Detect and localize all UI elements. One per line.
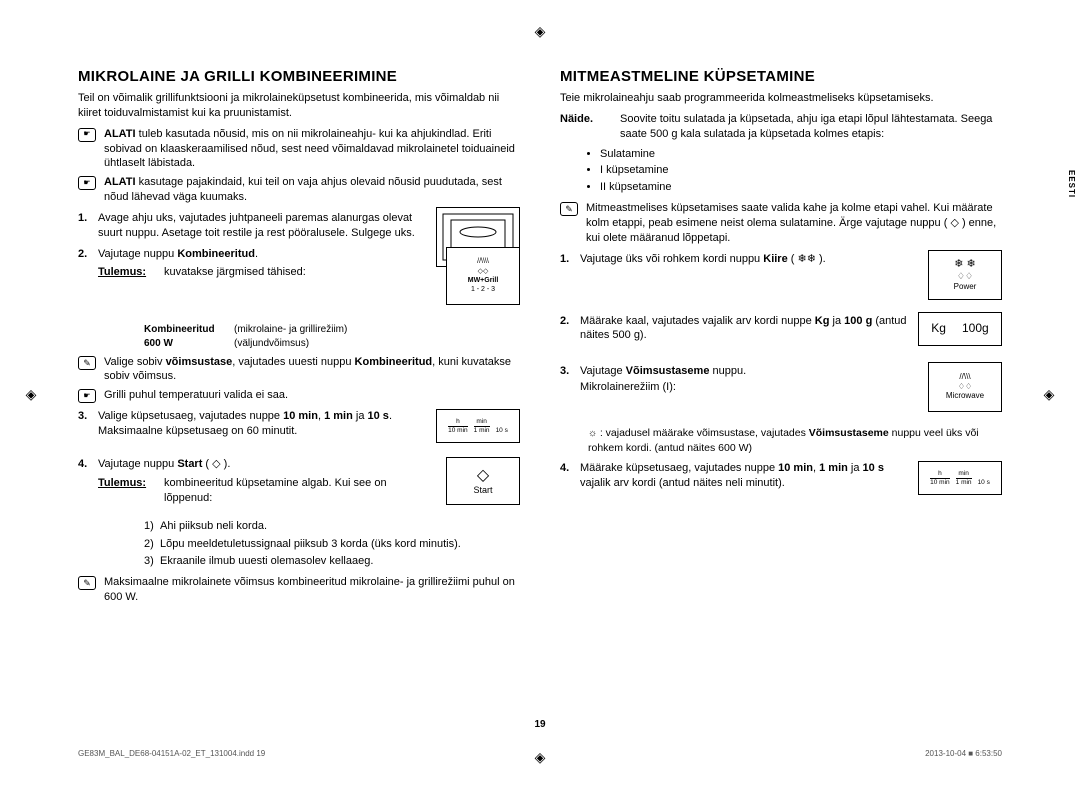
step-3-text: Valige küpsetusaeg, vajutades nuppe 10 m…: [98, 409, 428, 439]
step-1: 1. Avage ahju uks, vajutades juhtpaneeli…: [78, 211, 520, 241]
crop-mark-right: ◈: [1042, 387, 1056, 401]
figure-mwgrill: //\\\\ ◇◇ MW+Grill 1 - 2 - 3: [446, 247, 520, 305]
step-num: 4.: [560, 461, 574, 476]
step-4-body: Vajutage nuppu Start ( ◇ ). Tulemus: kom…: [98, 457, 428, 506]
step-num: 2.: [560, 314, 574, 329]
memo-icon: [78, 576, 96, 590]
sub-2: 2)Lõpu meeldetuletussignaal piiksub 3 ko…: [144, 537, 520, 552]
example-row: Näide. Soovite toitu sulatada ja küpseta…: [560, 112, 1002, 142]
note-2-text: ALATI kasutage pajakindaid, kui teil on …: [104, 175, 520, 205]
note-multistage: Mitmeastmelises küpsetamises saate valid…: [560, 201, 1002, 246]
figure-microwave: //\\\ ♢♢ Microwave: [928, 362, 1002, 412]
right-intro: Teie mikrolaineahju saab programmeerida …: [560, 91, 1002, 106]
result-text: kuvatakse järgmised tähised:: [164, 265, 306, 280]
example-text: Soovite toitu sulatada ja küpsetada, ahj…: [620, 112, 1002, 142]
result4-text: kombineeritud küpsetamine algab. Kui see…: [164, 476, 428, 506]
right-heading: MITMEASTMELINE KÜPSETAMINE: [560, 68, 1002, 85]
figure-time-2: h10 min min1 min 10 s: [918, 461, 1002, 495]
r-step-3: 3. Vajutage Võimsustaseme nuppu. Mikrola…: [560, 364, 1002, 420]
note-power-level: Valige sobiv võimsustase, vajutades uues…: [78, 355, 520, 385]
r-step-2-text: Määrake kaal, vajutades vajalik arv kord…: [580, 314, 910, 344]
note-1-text: ALATI tuleb kasutada nõusid, mis on nii …: [104, 127, 520, 172]
page-content: MIKROLAINE JA GRILLI KOMBINEERIMINE Teil…: [78, 68, 1002, 718]
footer-left: GE83M_BAL_DE68-04151A-02_ET_131004.indd …: [78, 749, 265, 758]
left-intro: Teil on võimalik grillifunktsiooni ja mi…: [78, 91, 520, 121]
footer-right: 2013-10-04 ■ 6:53:50: [925, 749, 1002, 758]
hand-icon: [78, 389, 96, 403]
r-step-1-text: Vajutage üks või rohkem kordi nuppu Kiir…: [580, 252, 910, 267]
crop-mark-top: ◈: [533, 24, 547, 38]
step-1-text: Avage ahju uks, vajutades juhtpaneeli pa…: [98, 211, 428, 241]
memo-icon: [78, 356, 96, 370]
step-num: 3.: [78, 409, 92, 424]
step-3: 3. Valige küpsetusaeg, vajutades nuppe 1…: [78, 409, 520, 451]
page-number: 19: [534, 719, 545, 730]
note-always-2: ALATI kasutage pajakindaid, kui teil on …: [78, 175, 520, 205]
step-2-body: Vajutage nuppu Kombineeritud. Tulemus: k…: [98, 247, 428, 281]
note-multi-text: Mitmeastmelises küpsetamises saate valid…: [586, 201, 1002, 246]
note-5-text: Maksimaalne mikrolainete võimsus kombine…: [104, 575, 520, 605]
side-language-tab: EESTI: [1067, 170, 1076, 198]
bullet-1: Sulatamine: [600, 146, 1002, 163]
left-heading: MIKROLAINE JA GRILLI KOMBINEERIMINE: [78, 68, 520, 85]
r-step-1: 1. Vajutage üks või rohkem kordi nuppu K…: [560, 252, 1002, 308]
memo-icon: [560, 202, 578, 216]
sub-1: 1)Ahi piiksub neli korda.: [144, 519, 520, 534]
sub-3: 3)Ekraanile ilmub uuesti olemasolev kell…: [144, 554, 520, 569]
result-label: Tulemus:: [98, 476, 156, 506]
step-2: 2. Vajutage nuppu Kombineeritud. Tulemus…: [78, 247, 520, 317]
result-label: Tulemus:: [98, 265, 156, 280]
right-column: MITMEASTMELINE KÜPSETAMINE Teie mikrolai…: [560, 68, 1002, 718]
r-step-4: 4. Määrake küpsetusaeg, vajutades nuppe …: [560, 461, 1002, 505]
figure-power: ❄ ❄ ♢♢ Power: [928, 250, 1002, 300]
figure-kg: Kg100g: [918, 312, 1002, 346]
example-label: Näide.: [560, 112, 602, 142]
step-num: 1.: [78, 211, 92, 226]
stage-bullets: Sulatamine I küpsetamine II küpsetamine: [588, 146, 1002, 196]
figure-start: ◇ Start: [446, 457, 520, 505]
note-4-text: Grilli puhul temperatuuri valida ei saa.: [104, 388, 520, 403]
note-3-text: Valige sobiv võimsustase, vajutades uues…: [104, 355, 520, 385]
crop-mark-left: ◈: [24, 387, 38, 401]
step-num: 3.: [560, 364, 574, 379]
note-max-power: Maksimaalne mikrolainete võimsus kombine…: [78, 575, 520, 605]
r-step-2: 2. Määrake kaal, vajutades vajalik arv k…: [560, 314, 1002, 358]
step-num: 4.: [78, 457, 92, 472]
step-num: 1.: [560, 252, 574, 267]
step-4: 4. Vajutage nuppu Start ( ◇ ). Tulemus: …: [78, 457, 520, 513]
figure-time: h10 min min1 min 10 s: [436, 409, 520, 443]
note-grill-temp: Grilli puhul temperatuuri valida ei saa.: [78, 388, 520, 403]
hand-icon: [78, 128, 96, 142]
r-step-3-body: Vajutage Võimsustaseme nuppu. Mikrolaine…: [580, 364, 910, 396]
bullet-3: II küpsetamine: [600, 179, 1002, 196]
crop-mark-bottom: ◈: [533, 750, 547, 764]
bullet-2: I küpsetamine: [600, 162, 1002, 179]
result-table: Kombineeritud(mikrolaine- ja grillirežii…: [144, 323, 520, 351]
left-column: MIKROLAINE JA GRILLI KOMBINEERIMINE Teil…: [78, 68, 520, 718]
r-step-3-mini: ☼ : vajadusel määrake võimsustase, vajut…: [588, 426, 1002, 456]
hand-icon: [78, 176, 96, 190]
r-step-4-text: Määrake küpsetusaeg, vajutades nuppe 10 …: [580, 461, 910, 491]
step-num: 2.: [78, 247, 92, 262]
note-always-1: ALATI tuleb kasutada nõusid, mis on nii …: [78, 127, 520, 172]
